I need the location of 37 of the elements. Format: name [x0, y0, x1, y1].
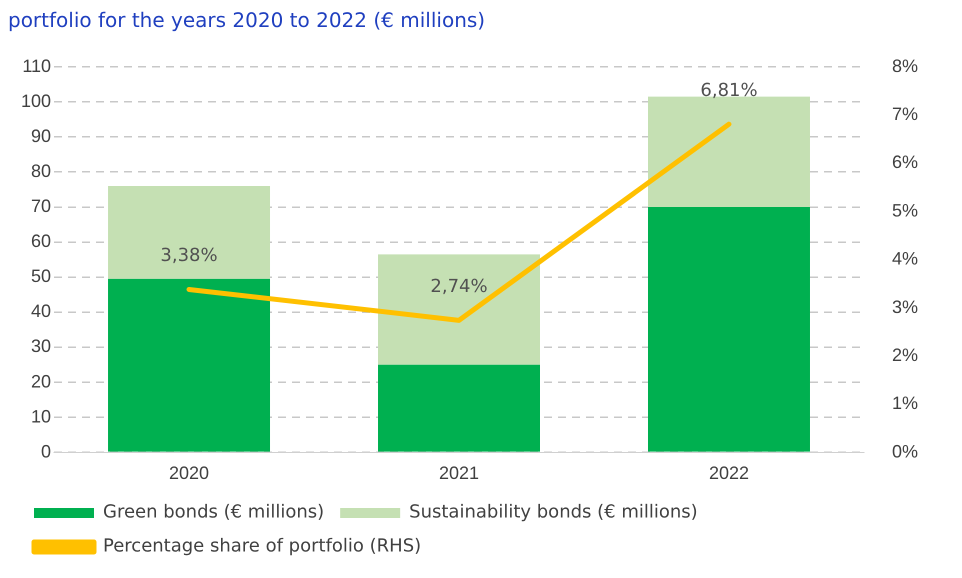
legend-label: Percentage share of portfolio (RHS) [103, 536, 422, 557]
y2-tick-label: 3% [892, 296, 918, 317]
bar [648, 96, 810, 208]
y-tick-label: 30 [31, 336, 52, 356]
y-tick-label: 110 [22, 56, 52, 76]
chart-title: portfolio for the years 2020 to 2022 (€ millions) [8, 8, 486, 32]
y-tick-label: 100 [20, 90, 52, 111]
x-tick-label: 2020 [169, 463, 210, 484]
y-tick-label: 20 [31, 371, 52, 392]
y2-tick-label: 4% [892, 248, 918, 269]
y-tick-label: 80 [31, 160, 52, 181]
data-label: 6,81% [700, 80, 758, 101]
bar [108, 186, 270, 279]
y-tick-label: 70 [31, 196, 52, 216]
y2-tick-label: 0% [892, 441, 918, 462]
x-tick-label: 2021 [438, 463, 480, 484]
y-tick-label: 10 [31, 406, 52, 426]
y2-tick-label: 8% [892, 56, 918, 76]
bar [648, 207, 810, 452]
bar [378, 254, 540, 365]
bar [108, 278, 270, 452]
y2-tick-label: 7% [892, 104, 918, 124]
y-tick-label: 50 [31, 266, 52, 286]
legend-label: Green bonds (€ millions) [103, 502, 324, 523]
y2-tick-label: 1% [892, 393, 918, 414]
y-tick-label: 60 [31, 231, 52, 252]
y2-tick-label: 6% [892, 152, 918, 172]
y2-tick-label: 2% [892, 344, 918, 365]
data-label: 2,74% [430, 276, 488, 298]
y-tick-label: 0 [41, 441, 52, 462]
y-tick-label: 90 [31, 126, 52, 146]
y2-tick-label: 5% [892, 200, 918, 220]
legend-label: Sustainability bonds (€ millions) [409, 502, 698, 523]
x-tick-label: 2022 [708, 463, 750, 484]
y-tick-label: 40 [31, 301, 52, 322]
data-label: 3,38% [160, 245, 218, 266]
bar [378, 364, 540, 452]
